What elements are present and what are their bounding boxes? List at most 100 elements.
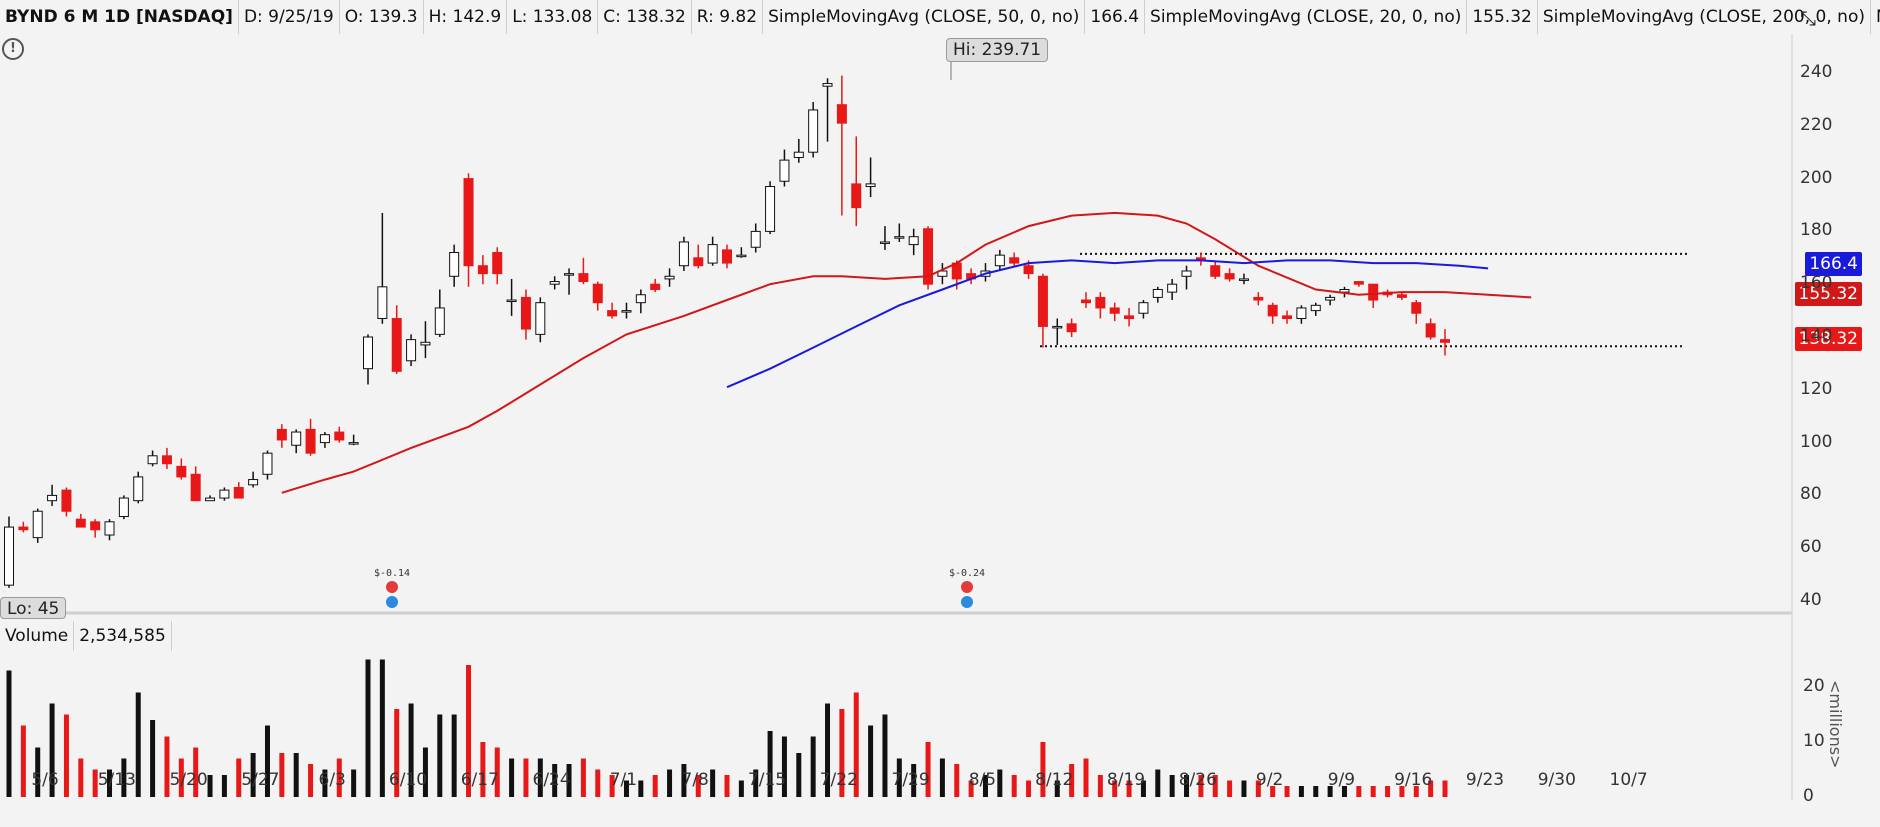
volume-bar (308, 764, 314, 797)
x-tick-label: 9/16 (1394, 770, 1433, 790)
low-label: L: 133.08 (507, 0, 599, 34)
candle-body (276, 428, 287, 441)
volume-bar (681, 764, 687, 797)
candle-body (506, 299, 517, 303)
candle-body (1396, 294, 1407, 298)
candle-body (765, 186, 776, 232)
candle-body (4, 526, 14, 586)
volume-title[interactable]: Volume (0, 621, 75, 651)
candle-body (650, 283, 661, 290)
volume-bar (1370, 786, 1376, 797)
candle-body (1095, 296, 1106, 309)
volume-bar (1011, 775, 1017, 797)
volume-bar (150, 720, 156, 797)
sma200-study-label[interactable]: SimpleMovingAvg (CLOSE, 200, 0, no) (1538, 0, 1871, 34)
volume-bar (1385, 786, 1391, 797)
sma20-price-tag: 155.32 (1794, 282, 1862, 306)
volume-bar (408, 703, 414, 797)
sma50-study-label[interactable]: SimpleMovingAvg (CLOSE, 50, 0, no) (763, 0, 1086, 34)
volume-bar (537, 758, 543, 797)
candle-body (377, 286, 388, 320)
volume-bar (1126, 780, 1132, 797)
volume-bar (1413, 786, 1419, 797)
volume-bar (379, 659, 385, 797)
candle-body (176, 465, 187, 478)
volume-bar (1198, 775, 1204, 797)
candle-body (161, 455, 172, 465)
volume-bar (336, 758, 342, 797)
x-tick-label: 8/19 (1106, 770, 1146, 790)
candle-body (937, 270, 948, 277)
candle-body (1296, 307, 1307, 320)
volume-bar (724, 775, 730, 797)
volume-bar (1212, 775, 1218, 797)
candle-body (520, 296, 531, 330)
volume-bar (1341, 786, 1347, 797)
volume-tick-label: 10 (1803, 731, 1825, 751)
volume-bar (911, 764, 917, 797)
close-label: C: 138.32 (598, 0, 692, 34)
volume-bar (92, 769, 98, 797)
volume-tick-label: 20 (1803, 676, 1825, 696)
x-tick-label: 9/23 (1465, 770, 1505, 790)
y-tick-label: 180 (1800, 220, 1833, 241)
volume-bar (810, 736, 816, 797)
x-tick-label: 7/1 (609, 770, 638, 790)
volume-bar (1097, 775, 1103, 797)
candle-body (564, 273, 575, 276)
candle-body (219, 489, 230, 499)
volume-tick-label: 0 (1803, 786, 1814, 806)
volume-bar (49, 703, 55, 797)
candle-body (434, 307, 445, 335)
volume-bar (264, 725, 270, 797)
candle-body (1282, 315, 1293, 320)
volume-bar (868, 725, 874, 797)
expand-arrows-icon[interactable]: ⤡ (1800, 6, 1816, 30)
volume-bar (796, 753, 802, 797)
candle-body (1167, 283, 1178, 293)
volume-bar (566, 764, 572, 797)
volume-bar (1054, 780, 1060, 797)
candle-body (1238, 278, 1249, 281)
date-label: D: 9/25/19 (239, 0, 340, 34)
candle-body (1253, 296, 1264, 301)
dividend-icon (961, 596, 973, 608)
exclamation-circle-icon[interactable]: ! (2, 38, 24, 60)
candle-body (779, 159, 790, 182)
volume-bar (1255, 780, 1261, 797)
volume-bar (1298, 786, 1304, 797)
volume-bar (1241, 780, 1247, 797)
x-tick-label: 5/13 (97, 770, 136, 790)
candle-body (664, 275, 675, 280)
sma20-study-label[interactable]: SimpleMovingAvg (CLOSE, 20, 0, no) (1145, 0, 1468, 34)
candle-body (1224, 273, 1235, 280)
volume-bar (279, 753, 285, 797)
volume-bar (236, 758, 242, 797)
x-tick-label: 6/10 (388, 770, 428, 790)
volume-bar (494, 747, 500, 797)
sma50-price-tag: 166.4 (1805, 252, 1862, 276)
volume-bar (896, 758, 902, 797)
earnings-icon (961, 581, 973, 593)
candle-body (722, 249, 732, 264)
candle-body (147, 455, 158, 465)
candle-body (406, 339, 417, 362)
volume-bar (1040, 742, 1046, 797)
symbol-label[interactable]: BYND 6 M 1D [NASDAQ] (0, 0, 239, 34)
volume-bar (107, 769, 113, 797)
x-tick-label: 5/6 (31, 770, 59, 790)
candle-body (1210, 265, 1221, 277)
volume-bar (1112, 780, 1118, 797)
volume-bar (1155, 769, 1161, 797)
volume-bar (437, 714, 443, 797)
x-tick-label: 8/12 (1035, 770, 1074, 790)
y-tick-label: 120 (1800, 378, 1833, 399)
candle-body (1052, 325, 1063, 329)
candle-body (1267, 304, 1278, 317)
candle-body (291, 431, 302, 446)
candle-body (477, 265, 488, 275)
candle-body (578, 273, 589, 283)
candle-body (1411, 302, 1422, 314)
volume-bar (178, 758, 184, 797)
